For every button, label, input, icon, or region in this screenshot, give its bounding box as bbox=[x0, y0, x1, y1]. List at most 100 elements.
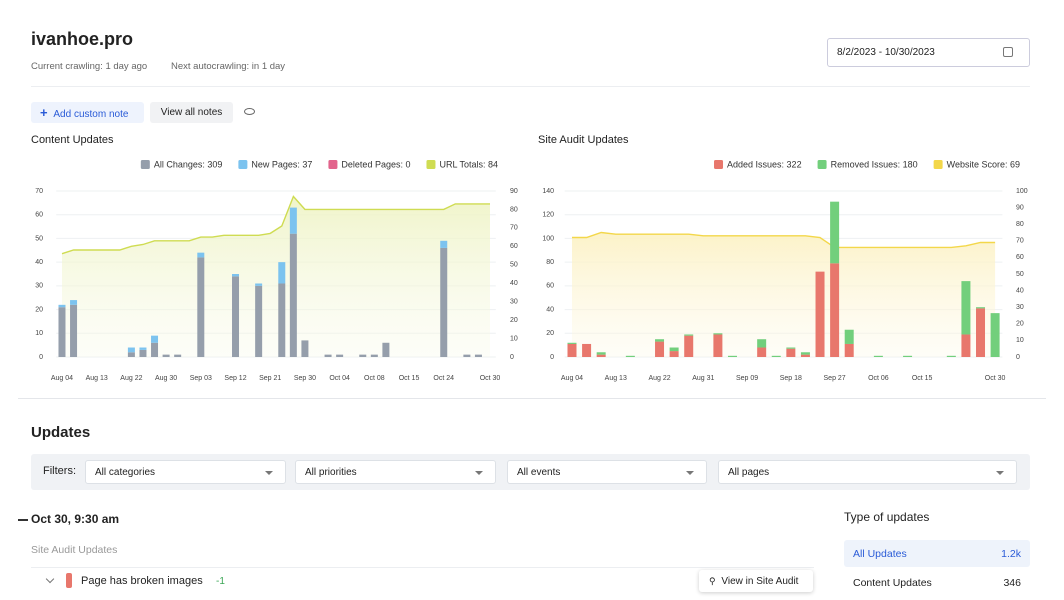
legend-swatch bbox=[328, 160, 338, 169]
collapse-icon[interactable] bbox=[18, 519, 28, 521]
filter-select[interactable]: All categories bbox=[85, 460, 286, 484]
bar-segment bbox=[162, 354, 170, 357]
bar-segment bbox=[684, 335, 694, 357]
bar-segment bbox=[800, 354, 810, 357]
filter-value: All priorities bbox=[305, 467, 357, 478]
x-tick-label: Sep 09 bbox=[736, 375, 758, 382]
legend-label: Added Issues: 322 bbox=[727, 159, 802, 169]
bar-segment bbox=[757, 347, 767, 357]
type-item-active[interactable]: All Updates 1.2k bbox=[844, 540, 1030, 567]
bar-segment bbox=[440, 247, 448, 357]
x-tick-label: Oct 04 bbox=[329, 375, 350, 382]
filter-select[interactable]: All pages bbox=[718, 460, 1017, 484]
bar-segment bbox=[655, 341, 665, 357]
type-item[interactable]: Content Updates 346 bbox=[844, 570, 1030, 597]
legend-label: URL Totals: 84 bbox=[439, 159, 498, 169]
filter-select[interactable]: All priorities bbox=[295, 460, 496, 484]
view-audit-button[interactable]: ⚲ View in Site Audit bbox=[699, 570, 813, 592]
legend-swatch bbox=[714, 160, 724, 169]
bar-segment bbox=[139, 347, 147, 350]
bar-segment bbox=[255, 283, 263, 286]
bar-segment bbox=[815, 271, 825, 357]
bar-segment bbox=[278, 283, 286, 357]
bar-segment bbox=[830, 201, 840, 264]
bar-segment bbox=[844, 343, 854, 357]
bar-segment bbox=[58, 307, 66, 357]
entry-time: Oct 30, 9:30 am bbox=[31, 512, 120, 526]
view-notes-button[interactable]: View all notes bbox=[150, 102, 233, 123]
bar-segment bbox=[873, 355, 883, 357]
bar-segment bbox=[976, 308, 986, 357]
calendar-icon bbox=[1003, 47, 1013, 57]
eye-icon[interactable] bbox=[244, 108, 255, 115]
x-tick-label: Aug 22 bbox=[120, 375, 142, 382]
filter-select[interactable]: All events bbox=[507, 460, 707, 484]
x-tick-label: Sep 12 bbox=[224, 375, 246, 382]
y-tick-label: 20 bbox=[546, 330, 554, 337]
bar-segment bbox=[70, 304, 78, 357]
y2-tick-label: 90 bbox=[1016, 204, 1024, 211]
x-tick-label: Aug 30 bbox=[155, 375, 177, 382]
x-tick-label: Oct 24 bbox=[433, 375, 454, 382]
y-tick-label: 80 bbox=[546, 259, 554, 266]
bar-segment bbox=[232, 276, 240, 357]
bar-segment bbox=[440, 240, 448, 248]
bar-segment bbox=[655, 339, 665, 342]
bar-segment bbox=[197, 257, 205, 357]
bar-segment bbox=[58, 304, 66, 308]
bar-segment bbox=[289, 207, 297, 234]
crawl-status: Current crawling: 1 day ago bbox=[31, 61, 148, 72]
bar-segment bbox=[713, 333, 723, 335]
x-tick-label: Oct 30 bbox=[985, 375, 1006, 382]
plus-icon: + bbox=[40, 105, 48, 120]
bar-segment bbox=[232, 274, 240, 277]
x-tick-label: Aug 04 bbox=[51, 375, 73, 382]
x-tick-label: Oct 15 bbox=[912, 375, 933, 382]
divider bbox=[18, 398, 1046, 399]
expand-chevron[interactable] bbox=[45, 574, 55, 584]
entry-group: Site Audit Updates bbox=[31, 544, 118, 556]
x-tick-label: Sep 27 bbox=[824, 375, 846, 382]
date-picker[interactable]: 8/2/2023 - 10/30/2023 bbox=[827, 38, 1030, 67]
y-tick-label: 70 bbox=[35, 188, 43, 195]
y2-tick-label: 70 bbox=[1016, 238, 1024, 245]
bar-segment bbox=[474, 354, 482, 357]
type-count: 1.2k bbox=[1001, 548, 1021, 560]
bar-segment bbox=[830, 263, 840, 357]
x-tick-label: Aug 13 bbox=[86, 375, 108, 382]
view-audit-label: View in Site Audit bbox=[721, 576, 799, 587]
bar-segment bbox=[567, 342, 577, 344]
bar-segment bbox=[961, 281, 971, 335]
y-tick-label: 20 bbox=[35, 306, 43, 313]
add-note-button[interactable]: + Add custom note bbox=[31, 102, 144, 123]
legend-label: Deleted Pages: 0 bbox=[341, 159, 410, 169]
bar-segment bbox=[289, 233, 297, 357]
bar-segment bbox=[713, 334, 723, 357]
x-tick-label: Oct 08 bbox=[364, 375, 385, 382]
divider bbox=[31, 86, 1030, 87]
issue-name: Page has broken images bbox=[81, 575, 203, 587]
bar-segment bbox=[255, 285, 263, 357]
y2-tick-label: 90 bbox=[510, 188, 518, 195]
area-fill bbox=[572, 232, 996, 357]
x-tick-label: Sep 18 bbox=[780, 375, 802, 382]
bar-segment bbox=[961, 334, 971, 357]
y2-tick-label: 50 bbox=[510, 262, 518, 269]
x-tick-label: Sep 03 bbox=[190, 375, 212, 382]
legend-label: Website Score: 69 bbox=[947, 159, 1020, 169]
y-tick-label: 60 bbox=[35, 212, 43, 219]
bar-segment bbox=[197, 252, 205, 258]
bar-segment bbox=[382, 342, 390, 357]
issue-indicator bbox=[66, 573, 72, 588]
bar-segment bbox=[139, 349, 147, 357]
y2-tick-label: 20 bbox=[1016, 321, 1024, 328]
site-title: ivanhoe.pro bbox=[31, 29, 134, 49]
x-tick-label: Aug 22 bbox=[648, 375, 670, 382]
bar-segment bbox=[990, 313, 1000, 357]
legend-swatch bbox=[238, 160, 248, 169]
x-tick-label: Sep 30 bbox=[294, 375, 316, 382]
search-icon: ⚲ bbox=[709, 576, 716, 586]
type-count: 346 bbox=[1003, 577, 1021, 589]
bar-segment bbox=[567, 343, 577, 357]
